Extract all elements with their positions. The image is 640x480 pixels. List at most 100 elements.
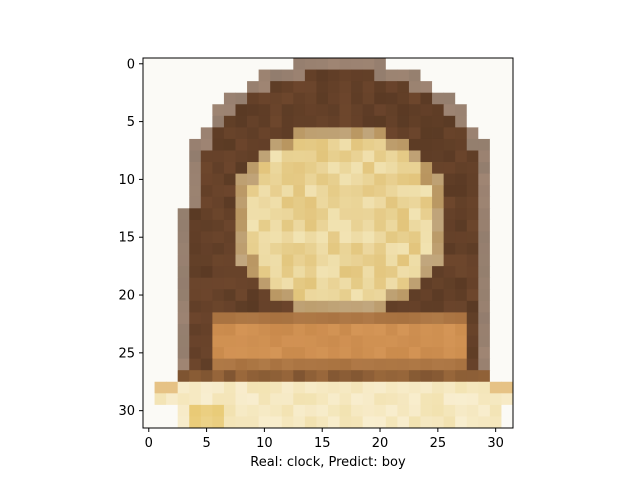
image-pixel bbox=[258, 358, 271, 371]
image-pixel bbox=[432, 196, 445, 209]
image-pixel bbox=[408, 173, 421, 186]
image-pixel bbox=[397, 150, 410, 163]
image-pixel bbox=[154, 416, 167, 429]
image-pixel bbox=[385, 404, 398, 417]
image-pixel bbox=[501, 173, 514, 186]
image-pixel bbox=[247, 219, 260, 232]
image-pixel bbox=[223, 231, 236, 244]
image-pixel bbox=[339, 243, 352, 255]
image-pixel bbox=[443, 115, 456, 128]
image-pixel bbox=[408, 266, 421, 279]
image-pixel bbox=[154, 69, 167, 82]
image-pixel bbox=[455, 92, 468, 105]
image-pixel bbox=[212, 370, 225, 383]
image-pixel bbox=[351, 138, 364, 151]
image-pixel bbox=[258, 69, 271, 82]
image-pixel bbox=[143, 58, 155, 70]
image-pixel bbox=[223, 92, 236, 105]
image-pixel bbox=[143, 185, 155, 198]
image-pixel bbox=[177, 58, 190, 70]
image-pixel bbox=[143, 289, 155, 302]
image-pixel bbox=[478, 404, 491, 417]
image-pixel bbox=[154, 162, 167, 175]
image-pixel bbox=[466, 219, 479, 232]
image-pixel bbox=[362, 69, 375, 82]
image-pixel bbox=[154, 312, 167, 325]
image-pixel bbox=[166, 300, 179, 313]
image-pixel bbox=[466, 277, 479, 290]
image-pixel bbox=[397, 300, 410, 313]
image-pixel bbox=[258, 370, 271, 383]
image-pixel bbox=[200, 231, 213, 244]
image-pixel bbox=[223, 416, 236, 429]
image-pixel bbox=[443, 347, 456, 360]
image-pixel bbox=[478, 92, 491, 105]
image-pixel bbox=[478, 370, 491, 383]
image-pixel bbox=[281, 243, 294, 255]
image-pixel bbox=[247, 127, 260, 140]
image-pixel bbox=[443, 323, 456, 336]
image-pixel bbox=[420, 393, 433, 406]
image-pixel bbox=[455, 104, 468, 117]
image-pixel bbox=[374, 277, 387, 290]
image-pixel bbox=[304, 370, 317, 383]
image-pixel bbox=[478, 138, 491, 151]
image-pixel bbox=[270, 323, 283, 336]
image-pixel bbox=[177, 416, 190, 429]
image-pixel bbox=[247, 266, 260, 279]
image-pixel bbox=[362, 196, 375, 209]
image-pixel bbox=[270, 104, 283, 117]
image-pixel bbox=[200, 289, 213, 302]
image-pixel bbox=[270, 358, 283, 371]
image-pixel bbox=[328, 58, 340, 70]
image-pixel bbox=[177, 358, 190, 371]
image-pixel bbox=[328, 150, 340, 163]
image-pixel bbox=[316, 150, 329, 163]
image-pixel bbox=[270, 335, 283, 348]
image-pixel bbox=[143, 208, 155, 221]
image-pixel bbox=[328, 300, 340, 313]
image-pixel bbox=[247, 231, 260, 244]
image-pixel bbox=[293, 416, 306, 429]
image-pixel bbox=[212, 231, 225, 244]
image-pixel bbox=[362, 243, 375, 255]
image-pixel bbox=[339, 300, 352, 313]
image-pixel bbox=[443, 81, 456, 94]
image-pixel bbox=[223, 81, 236, 94]
image-pixel bbox=[177, 370, 190, 383]
image-pixel bbox=[293, 127, 306, 140]
image-pixel bbox=[466, 289, 479, 302]
image-pixel bbox=[281, 347, 294, 360]
image-pixel bbox=[339, 404, 352, 417]
image-pixel bbox=[374, 381, 387, 394]
image-pixel bbox=[281, 162, 294, 175]
image-pixel bbox=[455, 289, 468, 302]
image-pixel bbox=[374, 138, 387, 151]
image-pixel bbox=[374, 58, 387, 70]
image-pixel bbox=[304, 393, 317, 406]
image-pixel bbox=[397, 289, 410, 302]
image-pixel bbox=[212, 358, 225, 371]
image-pixel bbox=[385, 150, 398, 163]
image-pixel bbox=[328, 335, 340, 348]
image-pixel bbox=[270, 416, 283, 429]
image-pixel bbox=[177, 162, 190, 175]
image-pixel bbox=[235, 416, 248, 429]
image-pixel bbox=[385, 127, 398, 140]
image-pixel bbox=[374, 289, 387, 302]
image-pixel bbox=[189, 277, 202, 290]
image-pixel bbox=[455, 393, 468, 406]
image-pixel bbox=[200, 358, 213, 371]
image-pixel bbox=[397, 254, 410, 267]
image-pixel bbox=[374, 404, 387, 417]
image-pixel bbox=[212, 115, 225, 128]
image-pixel bbox=[281, 58, 294, 70]
image-pixel bbox=[397, 219, 410, 232]
image-pixel bbox=[235, 358, 248, 371]
image-pixel bbox=[223, 243, 236, 255]
image-pixel bbox=[281, 416, 294, 429]
image-pixel bbox=[304, 347, 317, 360]
image-pixel bbox=[489, 323, 502, 336]
image-pixel bbox=[397, 404, 410, 417]
image-pixel bbox=[397, 58, 410, 70]
